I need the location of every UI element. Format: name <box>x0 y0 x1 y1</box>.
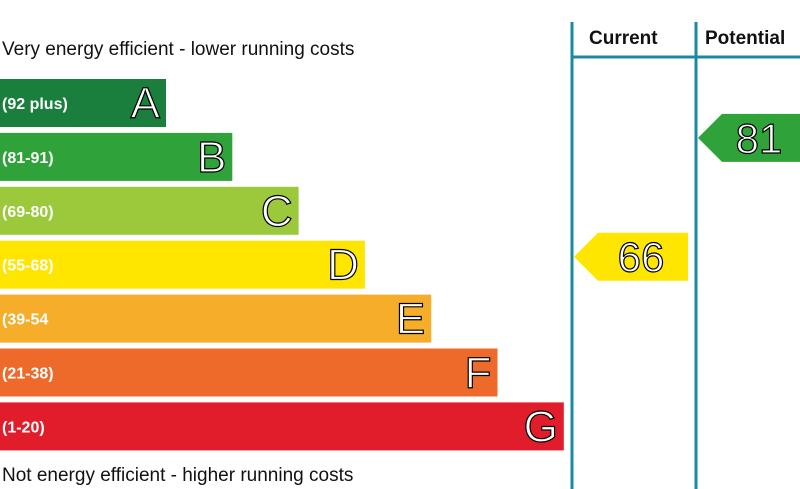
band-c-range: (69-80) <box>2 204 54 221</box>
band-g: (1-20) G <box>0 402 564 452</box>
band-c-bar <box>0 186 299 235</box>
band-d: (55-68) D <box>0 240 365 290</box>
band-d-bar <box>0 240 365 289</box>
band-c: (69-80) C <box>0 186 299 236</box>
rating-pointers: 66 81 <box>574 113 800 281</box>
band-e-bar <box>0 294 432 343</box>
band-a-letter: A <box>131 79 161 128</box>
rating-bands: (92 plus) A(81-91) B(69-80) C(55-68) D(39-54… <box>0 78 564 452</box>
top-note: Very energy efficient - lower running co… <box>2 39 355 60</box>
potential-column-header: Potential <box>705 28 786 49</box>
band-f: (21-38) F <box>0 348 498 398</box>
band-a: (92 plus) A <box>0 78 166 129</box>
potential-rating-pointer: 81 <box>698 113 800 162</box>
band-a-range: (92 plus) <box>2 96 68 113</box>
current-column-header: Current <box>589 28 658 49</box>
band-b-bar <box>0 132 233 181</box>
band-g-bar <box>0 402 564 451</box>
band-e-letter: E <box>396 295 425 344</box>
band-f-letter: F <box>465 349 492 398</box>
band-c-letter: C <box>261 187 293 236</box>
band-g-range: (1-20) <box>2 419 45 436</box>
band-f-bar <box>0 348 498 397</box>
band-b: (81-91) B <box>0 132 233 182</box>
potential-rating-arrow <box>698 113 800 162</box>
current-rating-arrow <box>574 232 688 281</box>
band-b-range: (81-91) <box>2 150 54 167</box>
band-b-letter: B <box>197 133 226 182</box>
band-g-letter: G <box>524 402 558 451</box>
band-d-letter: D <box>327 241 359 290</box>
band-e-range: (39-54 <box>2 312 48 329</box>
band-f-range: (21-38) <box>2 366 54 383</box>
band-d-range: (55-68) <box>2 258 54 275</box>
band-e: (39-54 E <box>0 294 432 344</box>
current-rating-value: 66 <box>618 234 665 281</box>
column-dividers <box>570 22 800 489</box>
band-a-bar <box>0 79 166 127</box>
bottom-note: Not energy efficient - higher running co… <box>2 465 354 486</box>
current-rating-pointer: 66 <box>574 232 688 281</box>
potential-rating-value: 81 <box>736 115 783 162</box>
